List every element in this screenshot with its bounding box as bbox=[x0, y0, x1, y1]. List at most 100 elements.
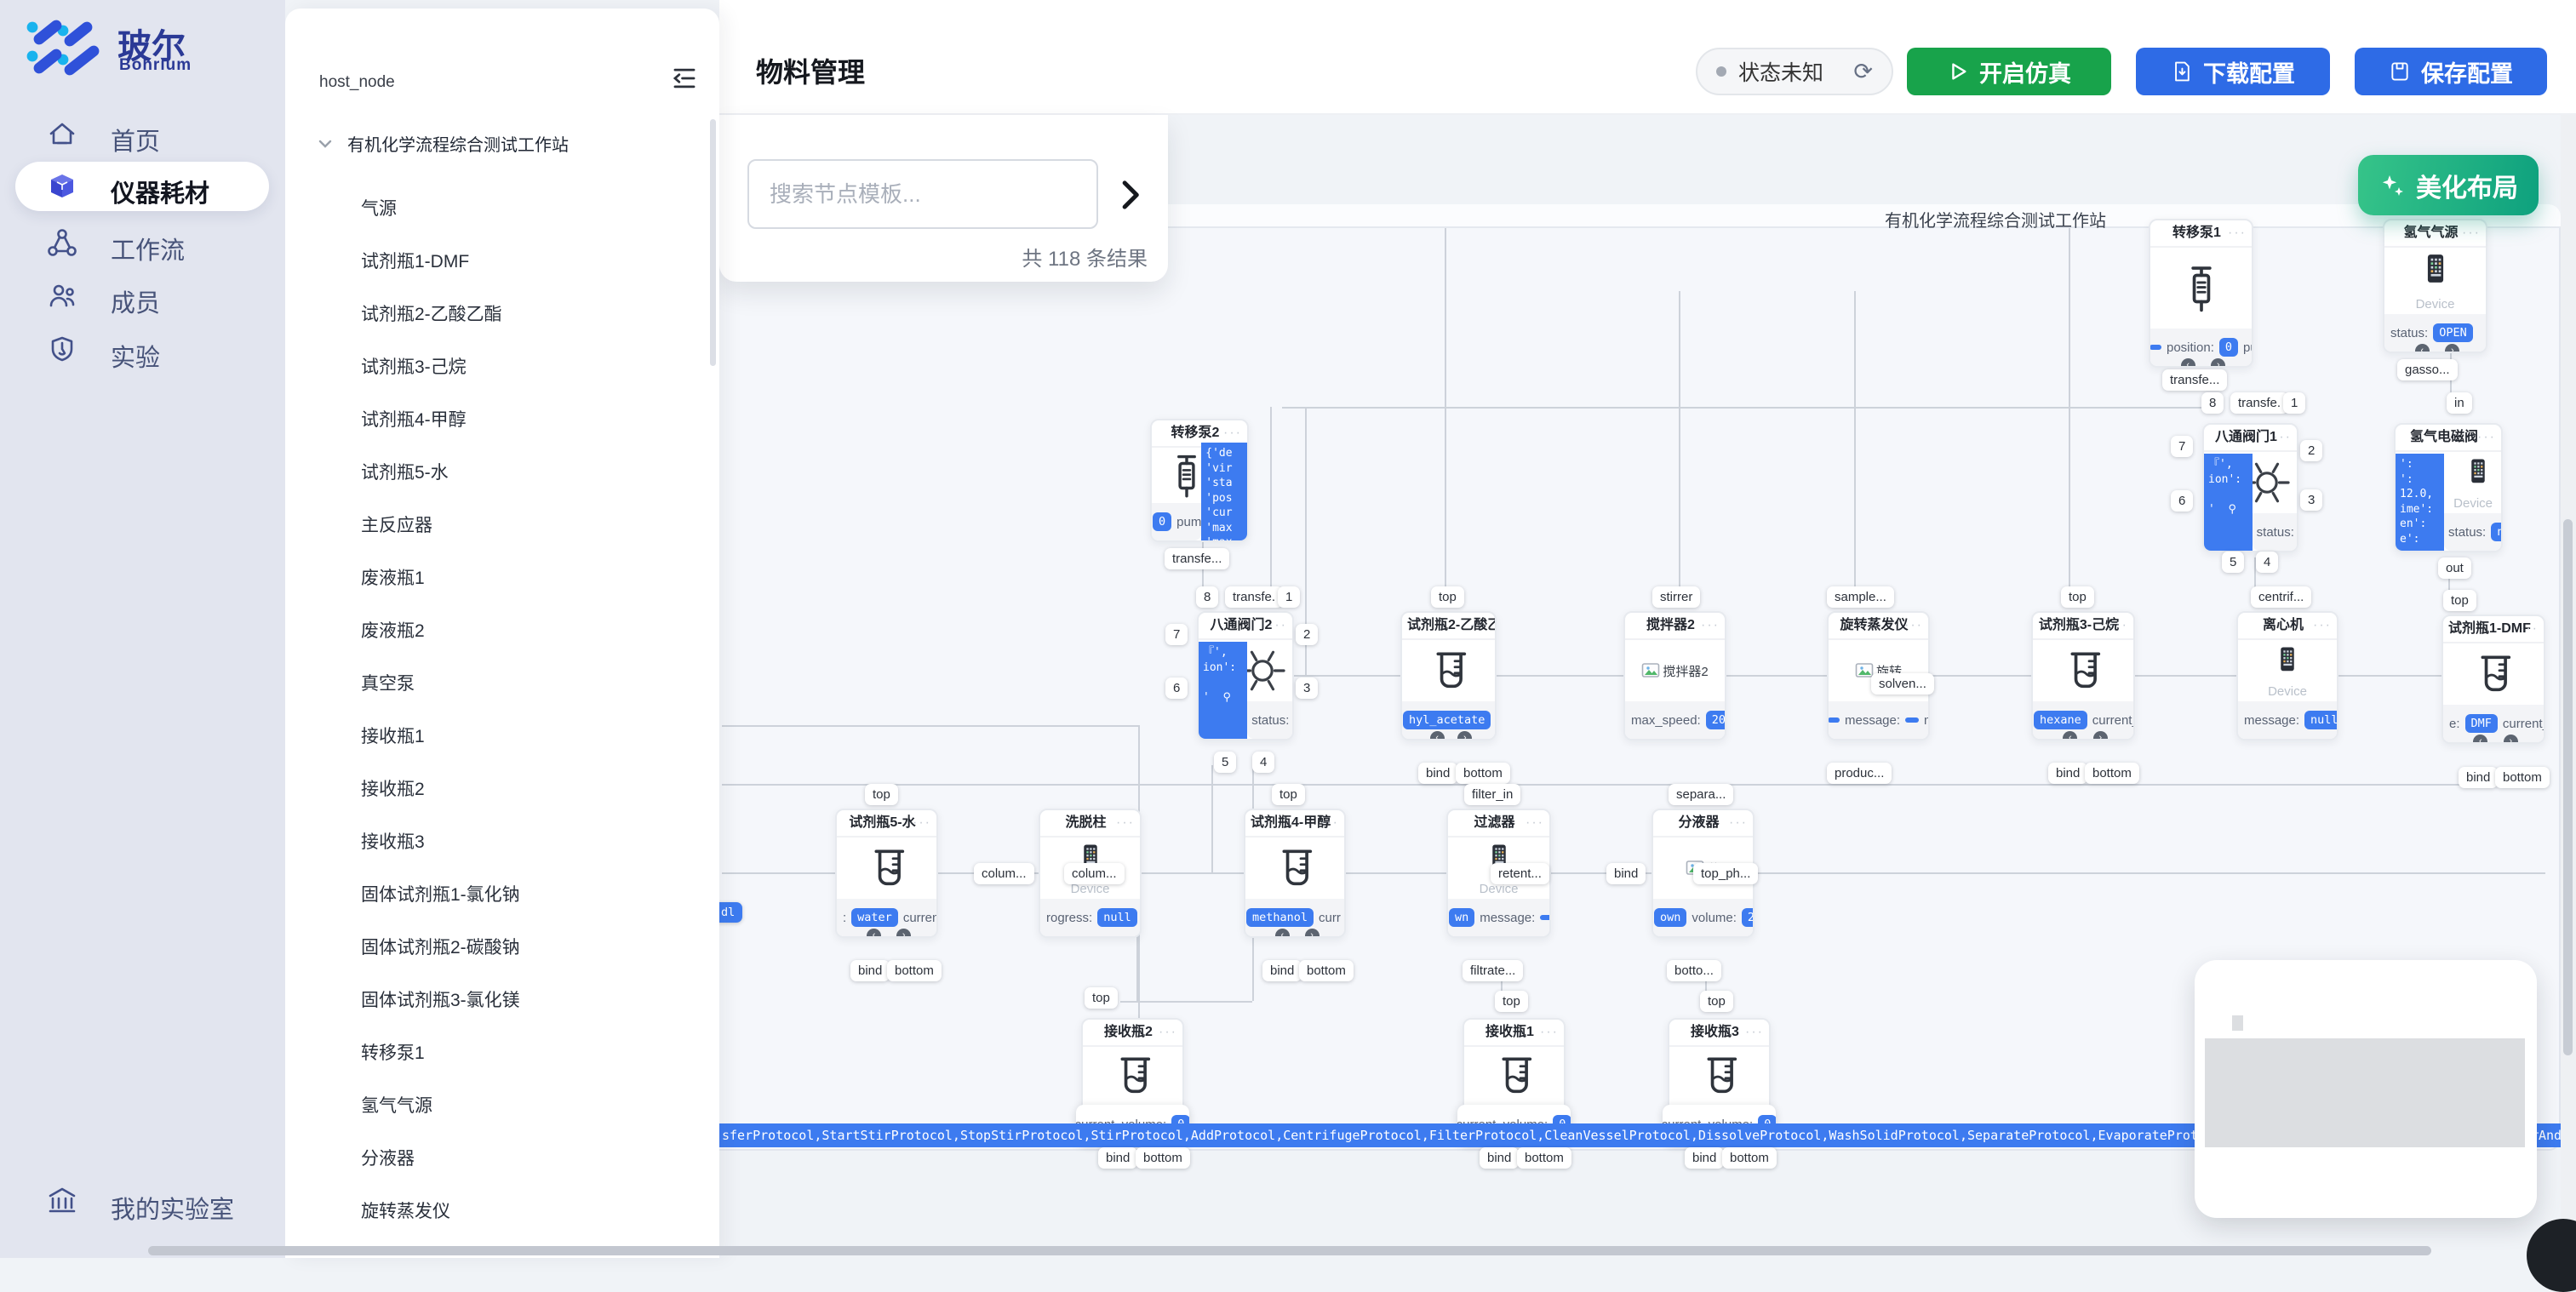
port-chip[interactable]: botto... bbox=[1667, 960, 1721, 981]
node-menu-icon[interactable]: ··· bbox=[1526, 815, 1544, 830]
port-chip[interactable]: top bbox=[1431, 586, 1464, 608]
node-elution-column[interactable]: 洗脱柱··· Device rogress:nullcolu bbox=[1039, 809, 1142, 938]
tree-item[interactable]: 旋转蒸发仪 bbox=[361, 1202, 450, 1221]
tree-caret-icon[interactable] bbox=[315, 134, 335, 154]
node-reagent-bottle-3[interactable]: 试剂瓶3-己烷··· hexane current_v bbox=[2031, 611, 2135, 740]
node-8way-valve-2[interactable]: 八通阀门2··· 『', ion': ' ⚲ status:nu bbox=[1197, 611, 1294, 740]
port-chip[interactable]: bind bbox=[1262, 960, 1302, 981]
tree-item[interactable]: 氢气气源 bbox=[361, 1096, 432, 1116]
tree-root-workstation[interactable]: 有机化学流程综合测试工作站 bbox=[347, 136, 569, 155]
tree-item[interactable]: 试剂瓶1-DMF bbox=[361, 252, 470, 272]
tree-item[interactable]: 接收瓶1 bbox=[361, 727, 425, 746]
port-chip[interactable]: bind bbox=[1685, 1147, 1725, 1169]
node-menu-icon[interactable]: ··· bbox=[913, 815, 931, 830]
port-chip[interactable]: transfe. bbox=[1225, 586, 1284, 608]
param-chip[interactable]: hyl_acetate bbox=[1403, 711, 1491, 729]
param-chip[interactable]: null bbox=[2304, 711, 2337, 729]
port-chip[interactable]: gasso... bbox=[2397, 359, 2458, 380]
port-chip[interactable]: bottom bbox=[1517, 1147, 1571, 1169]
node-menu-icon[interactable]: ··· bbox=[1268, 618, 1287, 632]
port-chip[interactable]: top bbox=[1085, 987, 1118, 1009]
node-menu-icon[interactable]: ··· bbox=[2109, 618, 2128, 632]
sidebar-item-experiment[interactable]: 实验 bbox=[111, 345, 161, 372]
node-menu-icon[interactable]: ··· bbox=[1540, 1025, 1559, 1039]
port-chip[interactable]: 2 bbox=[2300, 440, 2323, 461]
tree-item[interactable]: 固体试剂瓶2-碳酸钠 bbox=[361, 938, 520, 958]
port-chip[interactable]: colum... bbox=[974, 863, 1034, 884]
node-menu-icon[interactable]: ··· bbox=[1116, 815, 1135, 830]
tree-item[interactable]: 固体试剂瓶1-氯化钠 bbox=[361, 885, 520, 905]
tree-item[interactable]: 接收瓶2 bbox=[361, 780, 425, 799]
port-chip[interactable]: sample... bbox=[1827, 586, 1894, 608]
tree-item[interactable]: 试剂瓶2-乙酸乙酯 bbox=[361, 305, 502, 324]
node-menu-icon[interactable]: ··· bbox=[1729, 815, 1748, 830]
param-chip[interactable]: 250 bbox=[1741, 908, 1753, 927]
node-menu-icon[interactable]: ··· bbox=[2462, 226, 2481, 240]
port-chip[interactable]: 8 bbox=[2201, 392, 2224, 414]
sidebar-item-members[interactable]: 成员 bbox=[111, 290, 161, 317]
port-chip[interactable]: 5 bbox=[2222, 552, 2245, 573]
port-chip[interactable]: 7 bbox=[1165, 624, 1188, 645]
sidebar-item-home[interactable]: 首页 bbox=[111, 129, 161, 156]
minimap-viewport-rect[interactable] bbox=[2205, 1038, 2525, 1147]
node-menu-icon[interactable]: ··· bbox=[1320, 815, 1339, 830]
node-stirrer-2[interactable]: 搅拌器2 ··· 搅拌器2 max_speed:2000 bbox=[1623, 611, 1726, 740]
port-chip[interactable]: 3 bbox=[1296, 677, 1319, 699]
port-chip[interactable]: bottom bbox=[2085, 763, 2139, 784]
port-chip[interactable]: 6 bbox=[2171, 490, 2194, 512]
param-chip[interactable]: null bbox=[1097, 908, 1137, 927]
tree-item[interactable]: 分液器 bbox=[361, 1149, 415, 1169]
port-chip[interactable]: in bbox=[2447, 392, 2472, 414]
port-chip[interactable]: 6 bbox=[1165, 677, 1188, 699]
port-chip[interactable]: produc... bbox=[1827, 763, 1892, 784]
status-badge[interactable]: 状态未知 ⟳ bbox=[1696, 48, 1893, 95]
node-reagent-bottle-2[interactable]: 试剂瓶2-乙酸乙酯··· hyl_acetatecurre bbox=[1400, 611, 1497, 740]
node-reagent-bottle-5[interactable]: 试剂瓶5-水··· : water current_v bbox=[835, 809, 938, 938]
collapse-panel-icon[interactable] bbox=[671, 65, 698, 92]
corner-fab-button[interactable] bbox=[2527, 1219, 2576, 1292]
sidebar-item-instruments[interactable]: 仪器耗材 bbox=[111, 180, 210, 208]
node-menu-icon[interactable]: ··· bbox=[2520, 621, 2539, 636]
param-chip[interactable]: 2000 bbox=[1705, 711, 1725, 729]
param-chip[interactable]: OPEN bbox=[2433, 323, 2473, 342]
node-menu-icon[interactable]: ··· bbox=[2477, 430, 2496, 444]
tree-item[interactable]: 试剂瓶5-水 bbox=[361, 463, 449, 483]
node-menu-icon[interactable]: ··· bbox=[2228, 226, 2247, 240]
node-menu-icon[interactable]: ··· bbox=[2273, 430, 2292, 444]
tree-item[interactable]: 接收瓶3 bbox=[361, 832, 425, 852]
port-chip[interactable]: bind bbox=[1098, 1147, 1138, 1169]
start-simulation-button[interactable]: 开启仿真 bbox=[1907, 48, 2111, 95]
param-chip[interactable]: 0 bbox=[2218, 338, 2239, 357]
port-chip[interactable]: bottom bbox=[1136, 1147, 1190, 1169]
tree-item[interactable]: 固体试剂瓶3-氯化镁 bbox=[361, 991, 520, 1010]
tree-item[interactable]: 气源 bbox=[361, 199, 397, 219]
port-chip[interactable]: top bbox=[1272, 784, 1305, 805]
param-chip[interactable]: wn bbox=[1449, 908, 1475, 927]
node-centrifuge[interactable]: 离心机··· Device message:nullma bbox=[2236, 611, 2338, 740]
port-chip[interactable]: filter_in bbox=[1464, 784, 1521, 805]
port-chip[interactable]: bottom bbox=[2495, 767, 2550, 788]
param-chip[interactable]: own bbox=[1654, 908, 1687, 927]
canvas-vertical-scrollbar-thumb[interactable] bbox=[2563, 519, 2573, 1055]
sidebar-item-my-lab[interactable]: 我的实验室 bbox=[111, 1197, 235, 1224]
port-chip[interactable]: top bbox=[865, 784, 898, 805]
expand-results-icon[interactable] bbox=[1114, 176, 1148, 214]
port-chip[interactable]: transfe... bbox=[2162, 369, 2228, 391]
port-chip[interactable]: 2 bbox=[1296, 624, 1319, 645]
port-chip[interactable]: 1 bbox=[1278, 586, 1301, 608]
node-reagent-bottle-4[interactable]: 试剂瓶4-甲醇··· methanol curr bbox=[1244, 809, 1346, 938]
port-chip[interactable]: bind bbox=[1480, 1147, 1520, 1169]
node-menu-icon[interactable]: ··· bbox=[1471, 618, 1490, 632]
node-menu-icon[interactable]: ··· bbox=[1701, 618, 1720, 632]
port-chip[interactable]: bottom bbox=[1299, 960, 1354, 981]
port-chip[interactable]: bind bbox=[850, 960, 890, 981]
node-transfer-pump-1[interactable]: 转移泵1 ··· position: 0 pum bbox=[2149, 219, 2253, 368]
node-8way-valve-1[interactable]: 八通阀门1··· 『', ion': ' ⚲ status:Id bbox=[2202, 423, 2298, 552]
node-h2-solenoid-valve[interactable]: 氢气电磁阀 ··· Device ': ': 12.0, ime': en': e… bbox=[2394, 423, 2503, 552]
port-chip[interactable]: 1 bbox=[2283, 392, 2306, 414]
param-chip[interactable]: DMF bbox=[2464, 714, 2498, 733]
port-chip[interactable]: bottom bbox=[887, 960, 942, 981]
port-chip[interactable]: 8 bbox=[1196, 586, 1219, 608]
tree-item[interactable]: 废液瓶2 bbox=[361, 621, 425, 641]
param-chip[interactable]: methanol bbox=[1246, 908, 1314, 927]
